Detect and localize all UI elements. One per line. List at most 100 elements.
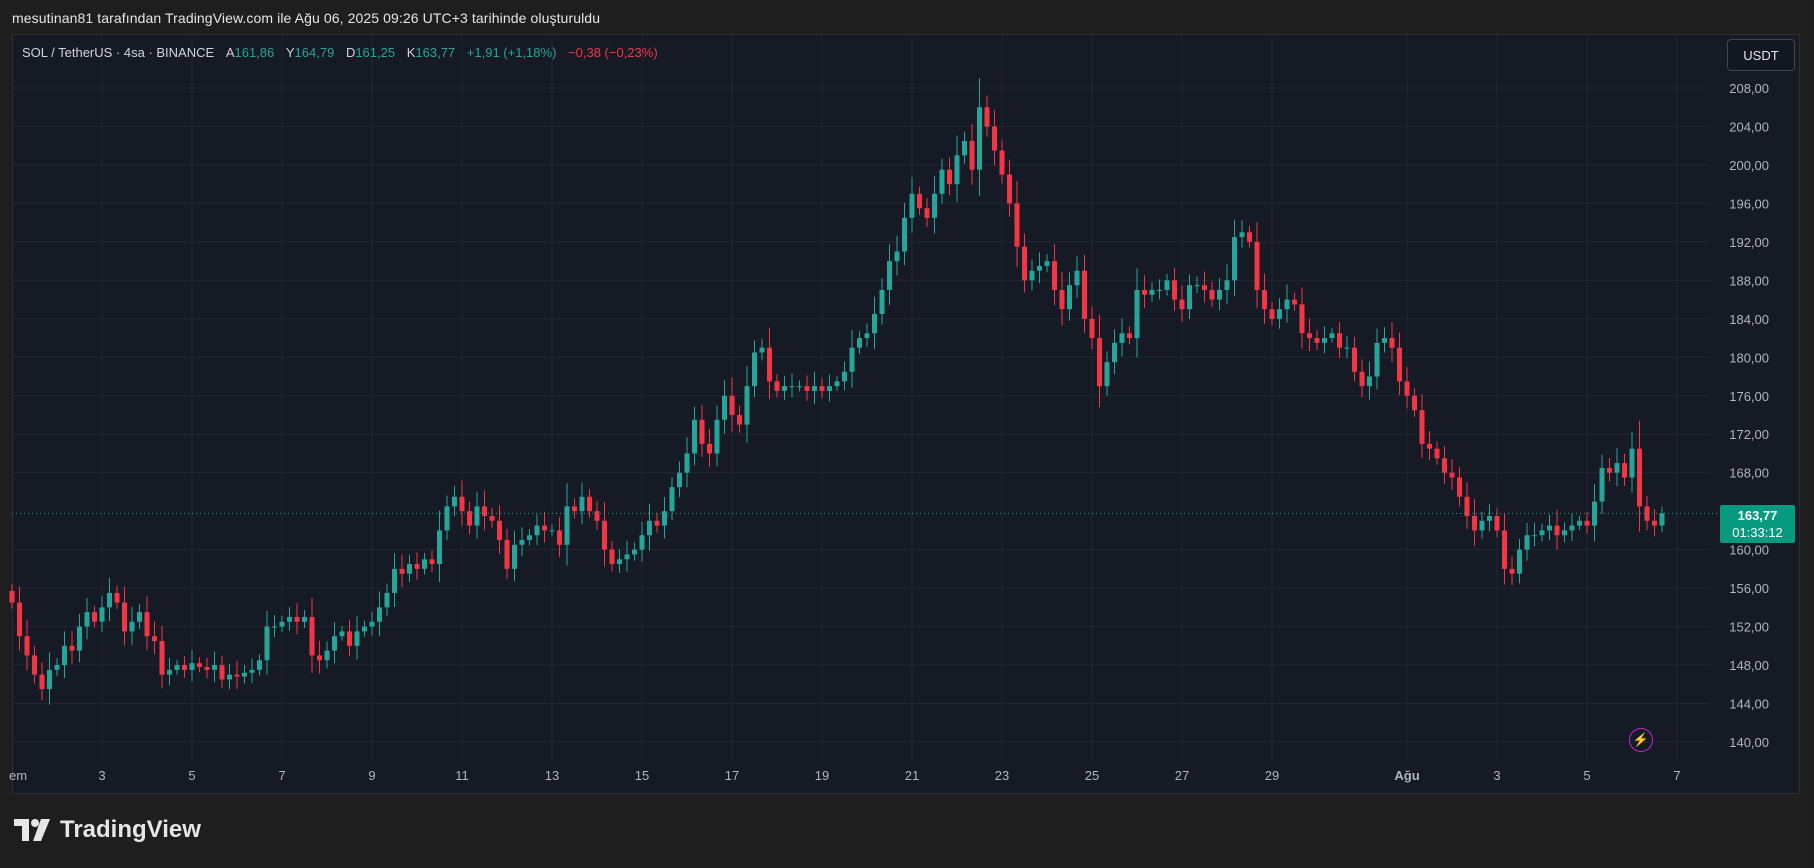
tradingview-logo[interactable]: TradingView [14,815,201,845]
x-tick-label: 23 [995,768,1009,783]
candle-body [429,559,435,565]
candle-body [384,592,390,608]
x-tick-label: 5 [188,768,195,783]
x-tick-label: Ağu [1394,768,1419,783]
x-tick-label: 7 [278,768,285,783]
candle-body [1029,270,1035,281]
close-value: 163,77 [415,45,456,60]
candle-body [947,169,952,185]
candle-body [174,665,180,670]
candle-body [1022,246,1027,281]
candle-body [249,669,255,673]
currency-button[interactable]: USDT [1727,39,1795,71]
candle-body [917,193,922,209]
candle-body [752,352,757,387]
candle-body [92,612,97,622]
candle-body [812,386,817,391]
candle-body [1547,525,1552,531]
candle-body [827,386,832,391]
change-value: +1,91 (+1,18%) [466,45,557,60]
candle-body [54,665,60,670]
candle-body [699,419,705,444]
candle-body [1569,525,1575,531]
candle-body [534,525,540,536]
candle-body [849,347,855,372]
candle-body [77,626,82,651]
candle-body [234,674,240,677]
candle-body [767,347,772,382]
candle-body [444,506,450,531]
candle-body [594,511,600,521]
x-tick-label: 17 [725,768,739,783]
candle-body [1524,535,1530,550]
candle-body [549,530,555,532]
candle-body [669,487,675,512]
candle-body [1104,362,1110,387]
candle-body [129,621,135,632]
candle-body [1209,289,1215,300]
candle-body [1502,530,1507,569]
candle-body [647,520,652,536]
candle-body [707,443,712,454]
candle-body [452,496,457,507]
y-tick-label: 192,00 [1729,235,1769,250]
candle-body [1277,309,1282,319]
candle-body [1127,333,1132,339]
candle-body [339,631,345,637]
tradingview-logo-icon [14,819,50,841]
change-secondary-value: −0,38 (−0,23%) [568,45,658,60]
candle-body [482,506,487,516]
candle-body [422,559,427,569]
candle-body [1412,395,1417,411]
candle-body [1232,237,1237,281]
symbol-label[interactable]: SOL / TetherUS · 4sa · BINANCE [22,45,215,60]
lightning-icon[interactable]: ⚡ [1629,728,1653,752]
candle-body [1322,338,1327,343]
candle-body [1359,371,1365,387]
candle-body [1194,285,1200,287]
candle-body [69,645,75,651]
candle-body [84,612,90,627]
candle-body [1037,265,1042,271]
candle-body [1164,280,1170,290]
candle-body [759,347,765,353]
candle-body [557,530,562,545]
candle-body [242,672,247,677]
x-tick-label: 25 [1085,768,1099,783]
candle-body [729,395,735,415]
candle-body [714,419,720,454]
candle-body [1052,261,1057,290]
candle-body [939,169,945,194]
candle-body [999,150,1005,175]
candle-body [639,535,645,550]
candle-body [287,616,292,622]
candle-body [1509,568,1515,574]
candle-body [1614,463,1620,473]
candle-body [1119,333,1125,343]
candle-body [797,386,802,388]
candle-body [624,554,630,560]
x-tick-label: 3 [98,768,105,783]
candle-body [467,511,472,526]
last-price-value: 163,77 [1737,508,1778,523]
candle-body [414,564,420,569]
candle-body [1089,318,1095,339]
candle-body [392,568,397,593]
candle-body [1082,270,1087,319]
candle-body [1067,285,1072,310]
candle-body [1172,280,1177,300]
candle-body [834,381,840,387]
candle-body [1112,342,1117,363]
chart-panel[interactable] [12,34,1800,794]
bar-countdown: 01:33:12 [1732,525,1783,540]
brand-name: TradingView [60,816,201,843]
open-label: A [225,45,235,60]
candle-body [1254,241,1260,290]
x-tick-label: 7 [1673,768,1680,783]
candle-body [962,140,967,156]
candle-body [887,261,892,290]
candle-body [744,386,750,425]
candle-body [317,655,322,661]
candle-body [152,636,157,642]
